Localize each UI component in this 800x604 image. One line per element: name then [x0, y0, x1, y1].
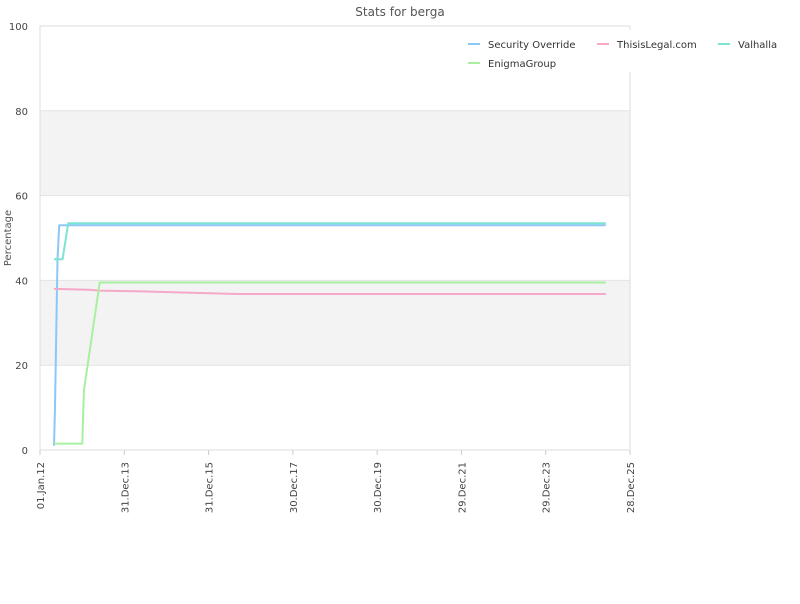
series-line-thisislegal-com	[53, 287, 606, 295]
x-tick-label: 31.Dec.15	[205, 462, 216, 513]
y-tick-label: 0	[22, 446, 28, 457]
x-tick-label: 31.Dec.13	[120, 462, 131, 513]
y-tick-label: 100	[9, 22, 28, 33]
legend-label: ThisisLegal.com	[616, 40, 697, 51]
legend-label: Valhalla	[738, 40, 777, 51]
y-axis-label: Percentage	[3, 210, 14, 266]
legend: Security Override ThisisLegal.com Valhalla…	[455, 30, 785, 72]
y-tick-label: 40	[15, 276, 28, 287]
series-line-security-override	[53, 224, 606, 446]
legend-label: Security Override	[488, 40, 576, 51]
x-tick-label: 28.Dec.25	[626, 462, 637, 513]
grid-band	[40, 110, 630, 196]
x-tick-label: 30.Dec.19	[373, 462, 384, 513]
series-line-valhalla	[54, 222, 606, 261]
y-tick-label: 60	[15, 192, 28, 203]
x-tick-label: 29.Dec.23	[542, 462, 553, 513]
x-tick-label: 01.Jan.12	[36, 462, 47, 509]
y-tick-label: 20	[15, 361, 28, 372]
legend-background	[455, 30, 785, 72]
chart-title: Stats for berga	[355, 5, 444, 19]
x-tick-label: 30.Dec.17	[289, 462, 300, 513]
legend-label: EnigmaGroup	[488, 59, 556, 70]
plot-area	[39, 25, 631, 451]
x-tick-label: 29.Dec.21	[457, 462, 468, 513]
series-line-enigmagroup	[54, 281, 606, 445]
y-tick-label: 80	[15, 107, 28, 118]
